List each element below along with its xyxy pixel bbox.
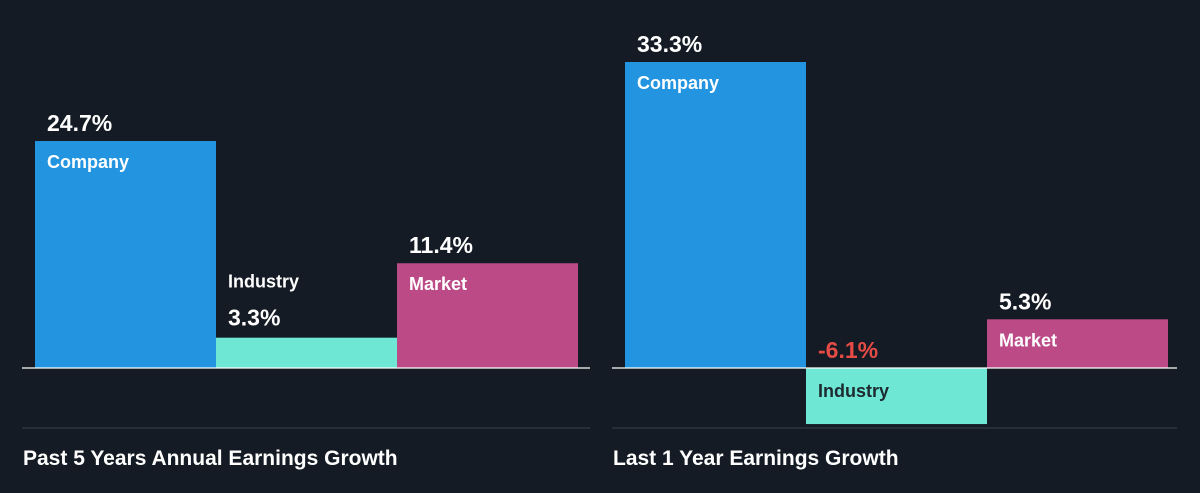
chart2-title: Last 1 Year Earnings Growth — [613, 447, 899, 470]
chart1-bar-company — [35, 141, 216, 368]
chart2-value-label-industry: -6.1% — [818, 337, 878, 363]
chart1-category-label-industry: Industry — [228, 272, 299, 292]
chart2-category-label-industry: Industry — [818, 381, 889, 401]
chart2-bar-market — [987, 319, 1168, 368]
chart1-category-label-company: Company — [47, 152, 129, 172]
chart1-bar-industry — [216, 337, 397, 368]
chart2-value-label-market: 5.3% — [999, 288, 1051, 314]
chart2-value-label-company: 33.3% — [637, 31, 702, 57]
chart1-value-label-market: 11.4% — [409, 232, 473, 258]
chart2-category-label-market: Market — [999, 330, 1057, 350]
chart1-value-label-company: 24.7% — [47, 110, 112, 136]
chart1-value-label-industry: 3.3% — [228, 305, 280, 331]
chart1-bar-market — [397, 263, 578, 368]
chart2-bar-company — [625, 62, 806, 368]
chart1-category-label-market: Market — [409, 274, 467, 294]
chart2-category-label-company: Company — [637, 73, 719, 93]
chart1-title: Past 5 Years Annual Earnings Growth — [23, 447, 398, 470]
chart2-bar-industry — [806, 368, 987, 425]
